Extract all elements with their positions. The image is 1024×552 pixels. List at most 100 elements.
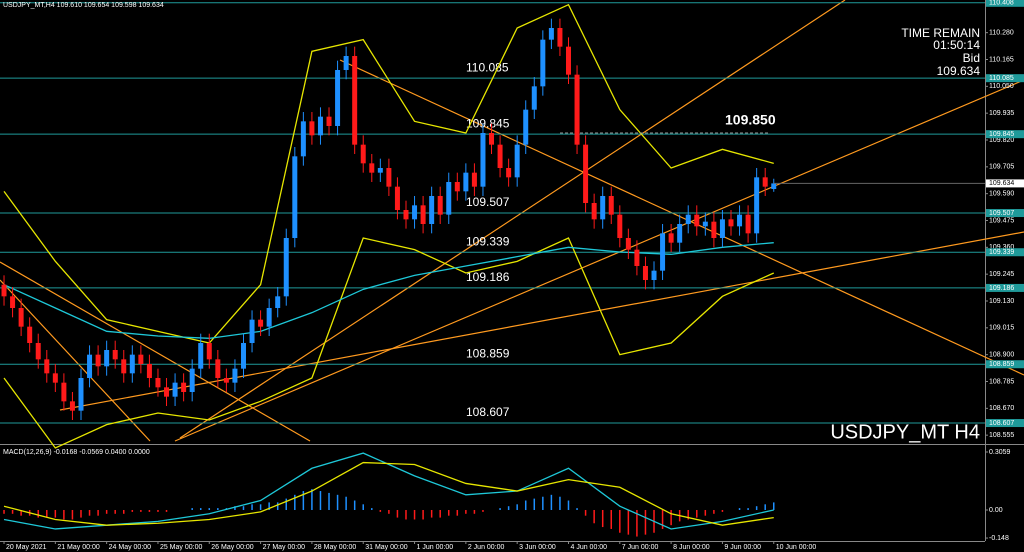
macd-bar [670, 509, 672, 526]
macd-bar [456, 509, 459, 516]
candle-body [711, 221, 717, 238]
candle-body [155, 378, 161, 388]
y-tick-label: 109.705 [989, 164, 1014, 171]
candle-body [437, 196, 443, 215]
candle-body [129, 354, 135, 374]
candle-body [78, 378, 84, 411]
overlay-line [3, 237, 775, 449]
candle-body [412, 205, 418, 220]
macd-bar [259, 504, 262, 510]
candle-body [719, 219, 725, 238]
candle-body [463, 172, 469, 192]
macd-bar [636, 509, 638, 537]
level-box [986, 74, 1024, 83]
macd-bar [439, 509, 441, 518]
macd-tick-label: 0.3059 [989, 449, 1011, 456]
macd-bar [696, 509, 698, 518]
macd-tick-label: -0.148 [989, 535, 1009, 542]
macd-bar [242, 506, 245, 510]
candle-body [685, 214, 691, 224]
y-tick-label: 108.555 [989, 432, 1014, 439]
macd-bar [704, 509, 707, 516]
macd-bar [644, 509, 647, 535]
candle-body [668, 233, 674, 243]
candle-body [737, 214, 743, 227]
candle-body [300, 121, 306, 157]
macd-bar [208, 508, 211, 510]
candle-body [240, 343, 246, 369]
candle-body [164, 387, 170, 397]
overlay-line [3, 3, 774, 344]
level-box-label: 110.408 [989, 0, 1014, 7]
symbol-header: USDJPY_MT,H4 109.610 109.654 109.598 109… [3, 2, 164, 9]
macd-bar [738, 508, 741, 510]
macd-bar [482, 509, 484, 512]
macd-bar [422, 509, 424, 520]
macd-bar [533, 498, 536, 510]
macd-bar [550, 494, 553, 510]
level-label: 108.607 [466, 405, 510, 419]
y-tick-label: 109.475 [989, 217, 1014, 224]
macd-bar [80, 509, 82, 518]
macd-bar [123, 509, 125, 514]
macd-bar [465, 509, 467, 514]
trend-line [0, 261, 311, 442]
macd-bar [105, 509, 108, 514]
x-tick-label: 20 May 2021 [6, 544, 47, 551]
macd-bar [37, 509, 39, 518]
candle-body [497, 144, 503, 168]
bid-value: 109.634 [937, 64, 981, 78]
candle-body [677, 224, 683, 243]
price-axis: 110.280 110.165 110.050 109.935 109.820 109.7… [985, 0, 1024, 542]
candle-body [146, 364, 152, 378]
macd-bar [165, 509, 168, 512]
macd-bar [131, 509, 134, 512]
candle-body [471, 172, 477, 187]
macd-bar [507, 506, 510, 510]
level-box [986, 248, 1024, 257]
level-box [986, 130, 1024, 139]
y-tick-label: 109.360 [989, 244, 1014, 251]
trend-lines [0, 0, 1024, 442]
candle-body [531, 86, 537, 110]
candle-body [600, 196, 606, 220]
macd-bar [362, 504, 364, 510]
y-tick-label: 109.015 [989, 325, 1014, 332]
macd-bar [3, 509, 5, 514]
macd-bar [661, 509, 664, 529]
macd-bar [148, 509, 151, 512]
candle-body [480, 133, 486, 187]
y-tick-label: 109.130 [989, 298, 1014, 305]
candle-body [112, 350, 118, 360]
macd-line [3, 461, 774, 526]
candle-body [181, 382, 187, 392]
x-tick-label: 1 Jun 00:00 [417, 544, 454, 551]
candle-body [44, 359, 50, 374]
candle-body [429, 196, 435, 224]
y-tick-label: 109.935 [989, 110, 1014, 117]
macd-bar [576, 508, 578, 510]
macd-bar [542, 496, 544, 510]
macd-bar [747, 508, 749, 510]
macd-bar [234, 506, 236, 510]
macd-bar [687, 509, 689, 520]
x-tick-label: 31 May 00:00 [365, 544, 408, 551]
macd-bar [584, 509, 587, 516]
macd-bar [524, 500, 527, 510]
candle-body [198, 343, 204, 369]
macd-bar [54, 509, 57, 518]
y-tick-label: 108.670 [989, 405, 1014, 412]
macd-bar [593, 509, 595, 524]
candle-body [745, 214, 751, 234]
macd-tick-label: 0.00 [989, 507, 1003, 514]
macd-bar [191, 508, 193, 510]
candle-body [360, 144, 366, 164]
macd-bar [371, 508, 373, 510]
macd-bar [276, 502, 279, 510]
candle-body [625, 238, 631, 250]
candle-body [583, 144, 589, 203]
x-tick-label: 27 May 00:00 [263, 544, 306, 551]
candle-body [292, 156, 298, 238]
macd-bar [559, 496, 561, 510]
